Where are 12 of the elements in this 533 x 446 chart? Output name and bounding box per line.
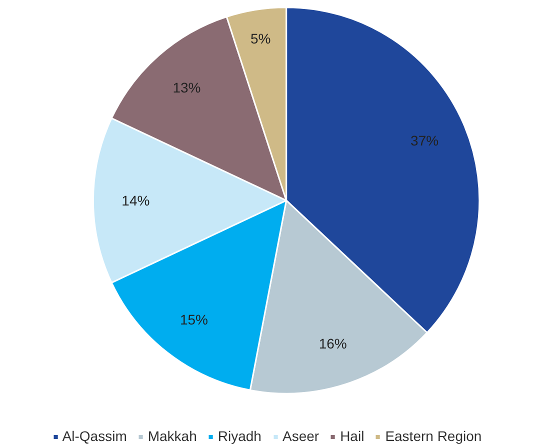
data-label: 16% xyxy=(318,336,347,352)
data-label: 15% xyxy=(180,311,208,328)
legend-label: Hail xyxy=(340,428,364,444)
legend-label: Riyadh xyxy=(218,428,262,444)
legend-label: Makkah xyxy=(148,428,197,444)
data-label: 37% xyxy=(410,132,439,149)
legend-label: Aseer xyxy=(282,428,320,444)
legend-label: Al-Qassim xyxy=(62,428,127,444)
data-label: 5% xyxy=(250,30,271,46)
legend-label: Eastern Region xyxy=(385,428,482,444)
data-label: 13% xyxy=(172,80,201,96)
data-label: 14% xyxy=(122,192,150,208)
